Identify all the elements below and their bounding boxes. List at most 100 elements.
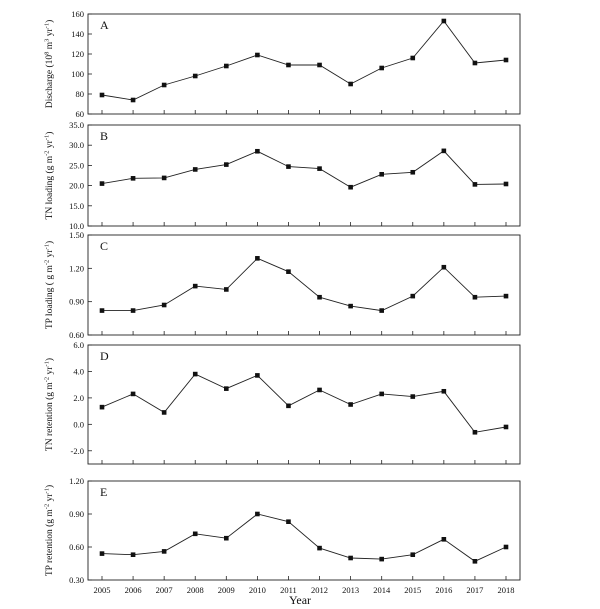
x-tick-label: 2012 <box>311 585 328 595</box>
x-tick-label: 2015 <box>404 585 421 595</box>
data-point <box>286 269 291 274</box>
plot-frame <box>87 480 521 581</box>
data-point <box>224 63 229 69</box>
y-tick-label: 60 <box>76 109 85 119</box>
data-point <box>503 57 509 63</box>
data-point <box>317 166 322 171</box>
y-tick-label: 35.0 <box>69 120 84 130</box>
data-point <box>130 97 136 103</box>
data-point <box>348 81 353 87</box>
y-axis-label: TP loading ( g m-2 yr-1) <box>44 241 56 329</box>
y-tick-label: 2.0 <box>73 393 84 403</box>
data-point <box>224 535 229 541</box>
data-point <box>348 402 353 407</box>
data-point <box>379 391 384 397</box>
data-point <box>472 60 478 66</box>
data-point <box>286 164 291 169</box>
data-point <box>441 148 447 154</box>
data-point <box>161 410 167 415</box>
y-tick-label: 100 <box>71 69 84 79</box>
data-point <box>441 388 447 394</box>
data-point <box>317 62 322 68</box>
data-point <box>192 531 198 537</box>
y-tick-label: 0.30 <box>69 575 84 585</box>
data-point <box>255 373 260 378</box>
data-point <box>255 511 260 517</box>
data-point <box>410 169 416 175</box>
y-tick-label: 15.0 <box>69 201 84 211</box>
data-point <box>410 293 416 299</box>
data-point <box>503 544 509 550</box>
plot-frame <box>87 234 521 336</box>
data-point <box>286 62 291 68</box>
y-tick-label: 30.0 <box>69 140 84 150</box>
data-point <box>255 148 260 154</box>
y-tick-label: 1.20 <box>69 476 84 486</box>
y-axis-label: TN loading (g m-2 yr-1) <box>44 132 56 220</box>
data-point <box>224 287 229 292</box>
x-tick-label: 2006 <box>125 585 142 595</box>
plot-frame <box>87 124 521 227</box>
y-tick-label: 0.0 <box>73 419 84 429</box>
y-tick-label: 0.90 <box>69 509 84 519</box>
y-tick-label: 160 <box>71 9 84 19</box>
x-tick-label: 2017 <box>466 585 483 595</box>
y-tick-label: 1.50 <box>69 230 84 240</box>
data-point <box>472 559 478 564</box>
series-line <box>101 373 507 433</box>
data-point <box>348 303 353 309</box>
data-point <box>99 551 105 556</box>
data-point <box>317 387 322 393</box>
y-tick-label: 140 <box>71 29 84 39</box>
x-tick-label: 2011 <box>280 585 297 595</box>
data-point <box>99 181 105 186</box>
x-tick-label: 2013 <box>342 585 359 595</box>
x-tick-label: 2010 <box>249 585 266 595</box>
data-point <box>255 256 260 261</box>
x-tick-label: 2016 <box>435 585 452 595</box>
data-point <box>130 552 136 557</box>
panel-a: A 60 80 100 120 140 160 Discharge (108 m3 yr-1) <box>44 9 521 119</box>
panel-letter: C <box>100 239 108 253</box>
y-tick-label: 0.60 <box>69 542 84 552</box>
plot-frame <box>87 13 521 115</box>
y-tick-label: 25.0 <box>69 160 84 170</box>
data-point <box>317 545 322 551</box>
series-line <box>102 257 507 312</box>
data-point <box>317 294 322 300</box>
data-point <box>441 537 447 542</box>
y-axis-label: TP retention (g m-2 yr-1) <box>44 485 56 576</box>
y-tick-label: 80 <box>76 89 85 99</box>
data-point <box>255 52 260 58</box>
data-point <box>410 55 416 61</box>
data-point <box>224 386 229 391</box>
y-axis-label: TN retention (g m-2 yr-1) <box>44 358 56 451</box>
data-point <box>410 394 416 399</box>
data-point <box>192 167 198 172</box>
x-axis-title: Year <box>289 593 311 607</box>
data-point <box>379 556 384 562</box>
data-point <box>286 403 291 409</box>
data-point <box>348 555 353 561</box>
panel-b: B 10.0 15.0 20.0 25.0 30.0 35.0 TN loading (g m… <box>44 120 521 231</box>
data-point <box>379 308 384 313</box>
data-point <box>161 175 167 181</box>
data-point <box>348 184 353 190</box>
x-tick-label: 2009 <box>218 585 235 595</box>
panel-letter: D <box>100 349 109 363</box>
series-line <box>101 513 507 562</box>
plot-frame <box>87 344 521 465</box>
data-point <box>130 391 136 397</box>
x-tick-label: 2008 <box>187 585 204 595</box>
data-point <box>503 424 509 430</box>
data-point <box>441 18 447 24</box>
data-point <box>379 65 384 71</box>
data-point <box>472 294 478 300</box>
y-axis-label: Discharge (108 m3 yr-1) <box>44 20 56 109</box>
data-point <box>130 308 136 313</box>
panel-letter: A <box>100 18 109 32</box>
y-tick-label: 1.20 <box>69 263 84 273</box>
data-point <box>161 82 167 88</box>
y-tick-label: -2.0 <box>71 446 84 456</box>
data-point <box>224 162 229 167</box>
